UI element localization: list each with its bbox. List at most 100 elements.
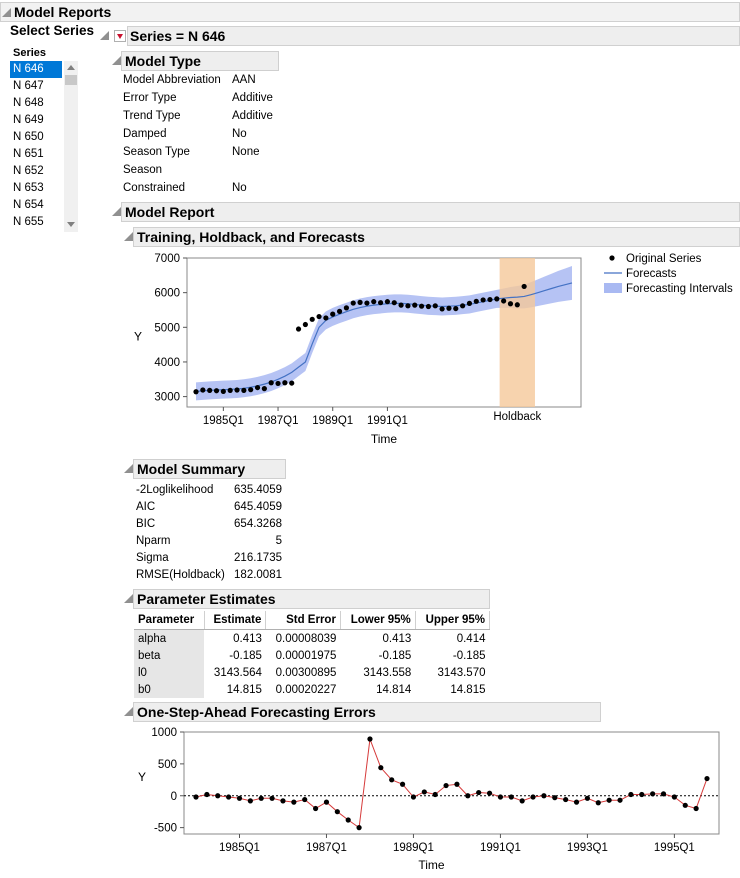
- original-series-point: [193, 389, 199, 395]
- column-header: Parameter: [134, 611, 205, 630]
- error-point: [204, 791, 210, 798]
- scroll-up-icon[interactable]: [67, 65, 75, 70]
- model-summary-header[interactable]: [133, 459, 286, 479]
- series-list-item[interactable]: N 649: [13, 114, 44, 126]
- table-cell: 0.413: [382, 632, 412, 645]
- series-list[interactable]: N 646 N 647 N 648 N 649 N 650 N 651 N 652 N 653…: [10, 61, 80, 232]
- table-cell: 14.815: [226, 683, 262, 696]
- legend-label: Forecasts: [626, 268, 677, 280]
- x-tick-label: 1985Q1: [219, 842, 260, 854]
- original-series-point: [207, 387, 213, 393]
- original-series-point: [480, 297, 486, 303]
- original-series-point: [391, 300, 397, 306]
- error-point: [410, 794, 417, 800]
- row-label: Model Abbreviation: [123, 74, 221, 86]
- error-point: [519, 798, 525, 804]
- x-axis-label: Time: [371, 432, 398, 446]
- original-series-point: [343, 305, 349, 311]
- table-cell: 3143.564: [213, 666, 262, 679]
- table-cell: -0.185: [378, 649, 412, 662]
- x-tick-label: 1989Q1: [312, 415, 353, 427]
- error-point: [693, 805, 699, 812]
- errors-chart: -500 0 500 1000 1985Q1 1987Q1 1989Q1 1991Q1 1993…: [138, 727, 720, 872]
- error-point: [291, 799, 297, 805]
- y-axis-label: Y: [138, 770, 146, 784]
- y-tick-label: 7000: [154, 253, 180, 265]
- legend-marker-interval: [604, 283, 622, 293]
- series-list-item[interactable]: N 655: [13, 216, 44, 228]
- series-list-item[interactable]: N 647: [13, 80, 44, 92]
- y-axis-label: Y: [134, 330, 142, 344]
- holdback-label: Holdback: [493, 411, 541, 423]
- scroll-down-icon[interactable]: [67, 222, 75, 227]
- row-label: Nparm: [136, 535, 171, 547]
- series-list-item[interactable]: N 651: [13, 148, 44, 160]
- original-series-point: [234, 387, 240, 393]
- table-cell: 14.815: [450, 683, 486, 696]
- row-label: BIC: [136, 518, 156, 530]
- original-series-point: [213, 388, 220, 394]
- model-type-header[interactable]: [121, 51, 279, 71]
- legend-label: Forecasting Intervals: [626, 283, 733, 295]
- row-value: 635.4059: [234, 484, 282, 496]
- row-label: Sigma: [136, 552, 169, 564]
- holdback-region: [499, 258, 535, 407]
- original-series-point: [377, 300, 384, 306]
- table-cell: l0: [134, 664, 205, 681]
- original-series-point: [412, 302, 418, 308]
- model-summary-title: Model Summary: [137, 461, 246, 477]
- original-series-point: [248, 387, 254, 393]
- collapse-triangle-icon[interactable]: [124, 464, 133, 473]
- error-point: [628, 791, 634, 798]
- model-report-title: Model Report: [125, 204, 215, 220]
- error-point: [584, 795, 591, 801]
- series-list-item[interactable]: N 650: [13, 131, 44, 143]
- error-point: [508, 794, 514, 800]
- collapse-triangle-icon[interactable]: [124, 594, 133, 603]
- parameter-estimates-header[interactable]: [133, 589, 490, 609]
- collapse-triangle-icon[interactable]: [124, 707, 133, 716]
- row-value: 654.3268: [234, 518, 282, 530]
- error-point: [617, 797, 623, 803]
- series-list-item[interactable]: N 646: [10, 61, 62, 78]
- error-point: [421, 789, 427, 795]
- original-series-point: [357, 299, 363, 305]
- error-point: [497, 794, 504, 800]
- red-triangle-menu-icon[interactable]: [114, 30, 126, 42]
- errors-section-title: One-Step-Ahead Forecasting Errors: [137, 704, 376, 720]
- series-list-scrollbar[interactable]: [64, 61, 78, 232]
- scroll-thumb[interactable]: [65, 75, 77, 85]
- errors-section-header[interactable]: [133, 702, 601, 722]
- collapse-triangle-icon[interactable]: [112, 56, 121, 65]
- error-point: [704, 775, 710, 782]
- error-point: [193, 794, 199, 800]
- row-value: AAN: [232, 74, 256, 86]
- original-series-point: [507, 301, 514, 307]
- collapse-triangle-icon[interactable]: [100, 31, 109, 40]
- column-header: Estimate: [204, 611, 267, 630]
- collapse-triangle-icon[interactable]: [112, 207, 121, 216]
- error-point: [258, 795, 264, 801]
- series-list-item[interactable]: N 654: [13, 199, 44, 211]
- original-series-point: [432, 303, 438, 309]
- error-point: [269, 795, 275, 801]
- series-list-item[interactable]: N 653: [13, 182, 44, 194]
- series-list-item[interactable]: N 648: [13, 97, 44, 109]
- error-point: [595, 800, 601, 806]
- original-series-point: [227, 387, 233, 393]
- parameter-estimates-title: Parameter Estimates: [137, 591, 276, 607]
- row-label: RMSE(Holdback): [136, 569, 225, 581]
- collapse-triangle-icon[interactable]: [2, 8, 11, 17]
- table-cell: 0.413: [233, 632, 262, 645]
- y-tick-label: 3000: [154, 392, 180, 404]
- window-title: Model Reports: [14, 4, 112, 20]
- original-series-point: [254, 384, 261, 391]
- original-series-point: [295, 326, 302, 332]
- collapse-triangle-icon[interactable]: [124, 232, 133, 241]
- series-list-item[interactable]: N 652: [13, 165, 44, 177]
- original-series-point: [309, 316, 315, 322]
- row-label: Error Type: [123, 92, 177, 104]
- error-point: [552, 795, 558, 801]
- original-series-point: [473, 298, 479, 304]
- row-label: Trend Type: [123, 110, 181, 122]
